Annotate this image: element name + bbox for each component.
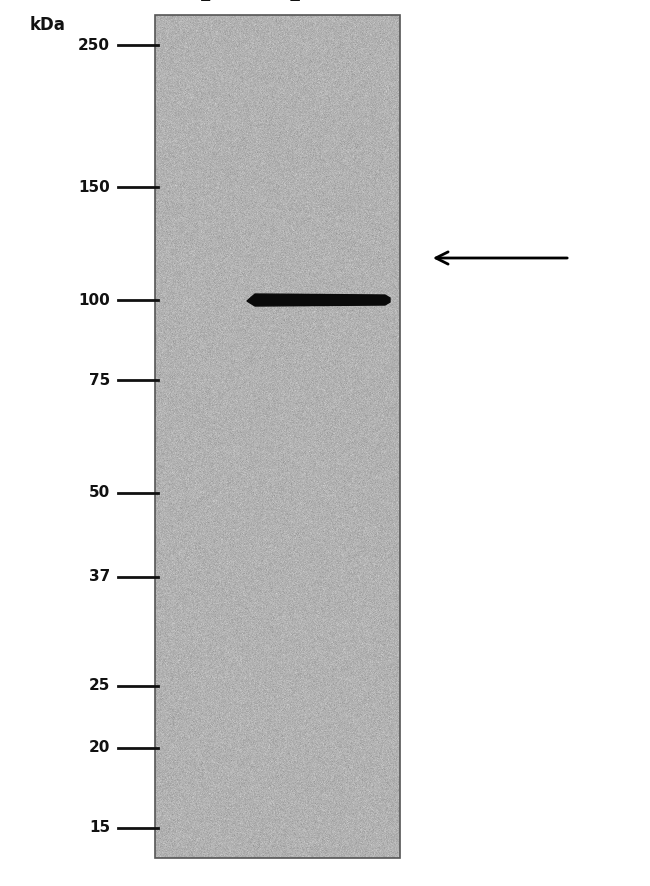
Text: kDa: kDa — [30, 16, 66, 34]
Text: 2: 2 — [289, 0, 301, 5]
Text: 37: 37 — [89, 569, 110, 584]
Text: 15: 15 — [89, 820, 110, 835]
Text: 20: 20 — [88, 741, 110, 756]
Bar — [155, 15, 400, 858]
Text: 250: 250 — [78, 37, 110, 52]
Text: 100: 100 — [78, 292, 110, 307]
Text: 75: 75 — [89, 373, 110, 387]
Text: 50: 50 — [89, 486, 110, 501]
Text: 25: 25 — [88, 679, 110, 694]
Polygon shape — [247, 294, 390, 306]
Text: 150: 150 — [78, 180, 110, 195]
Text: 1: 1 — [199, 0, 211, 5]
